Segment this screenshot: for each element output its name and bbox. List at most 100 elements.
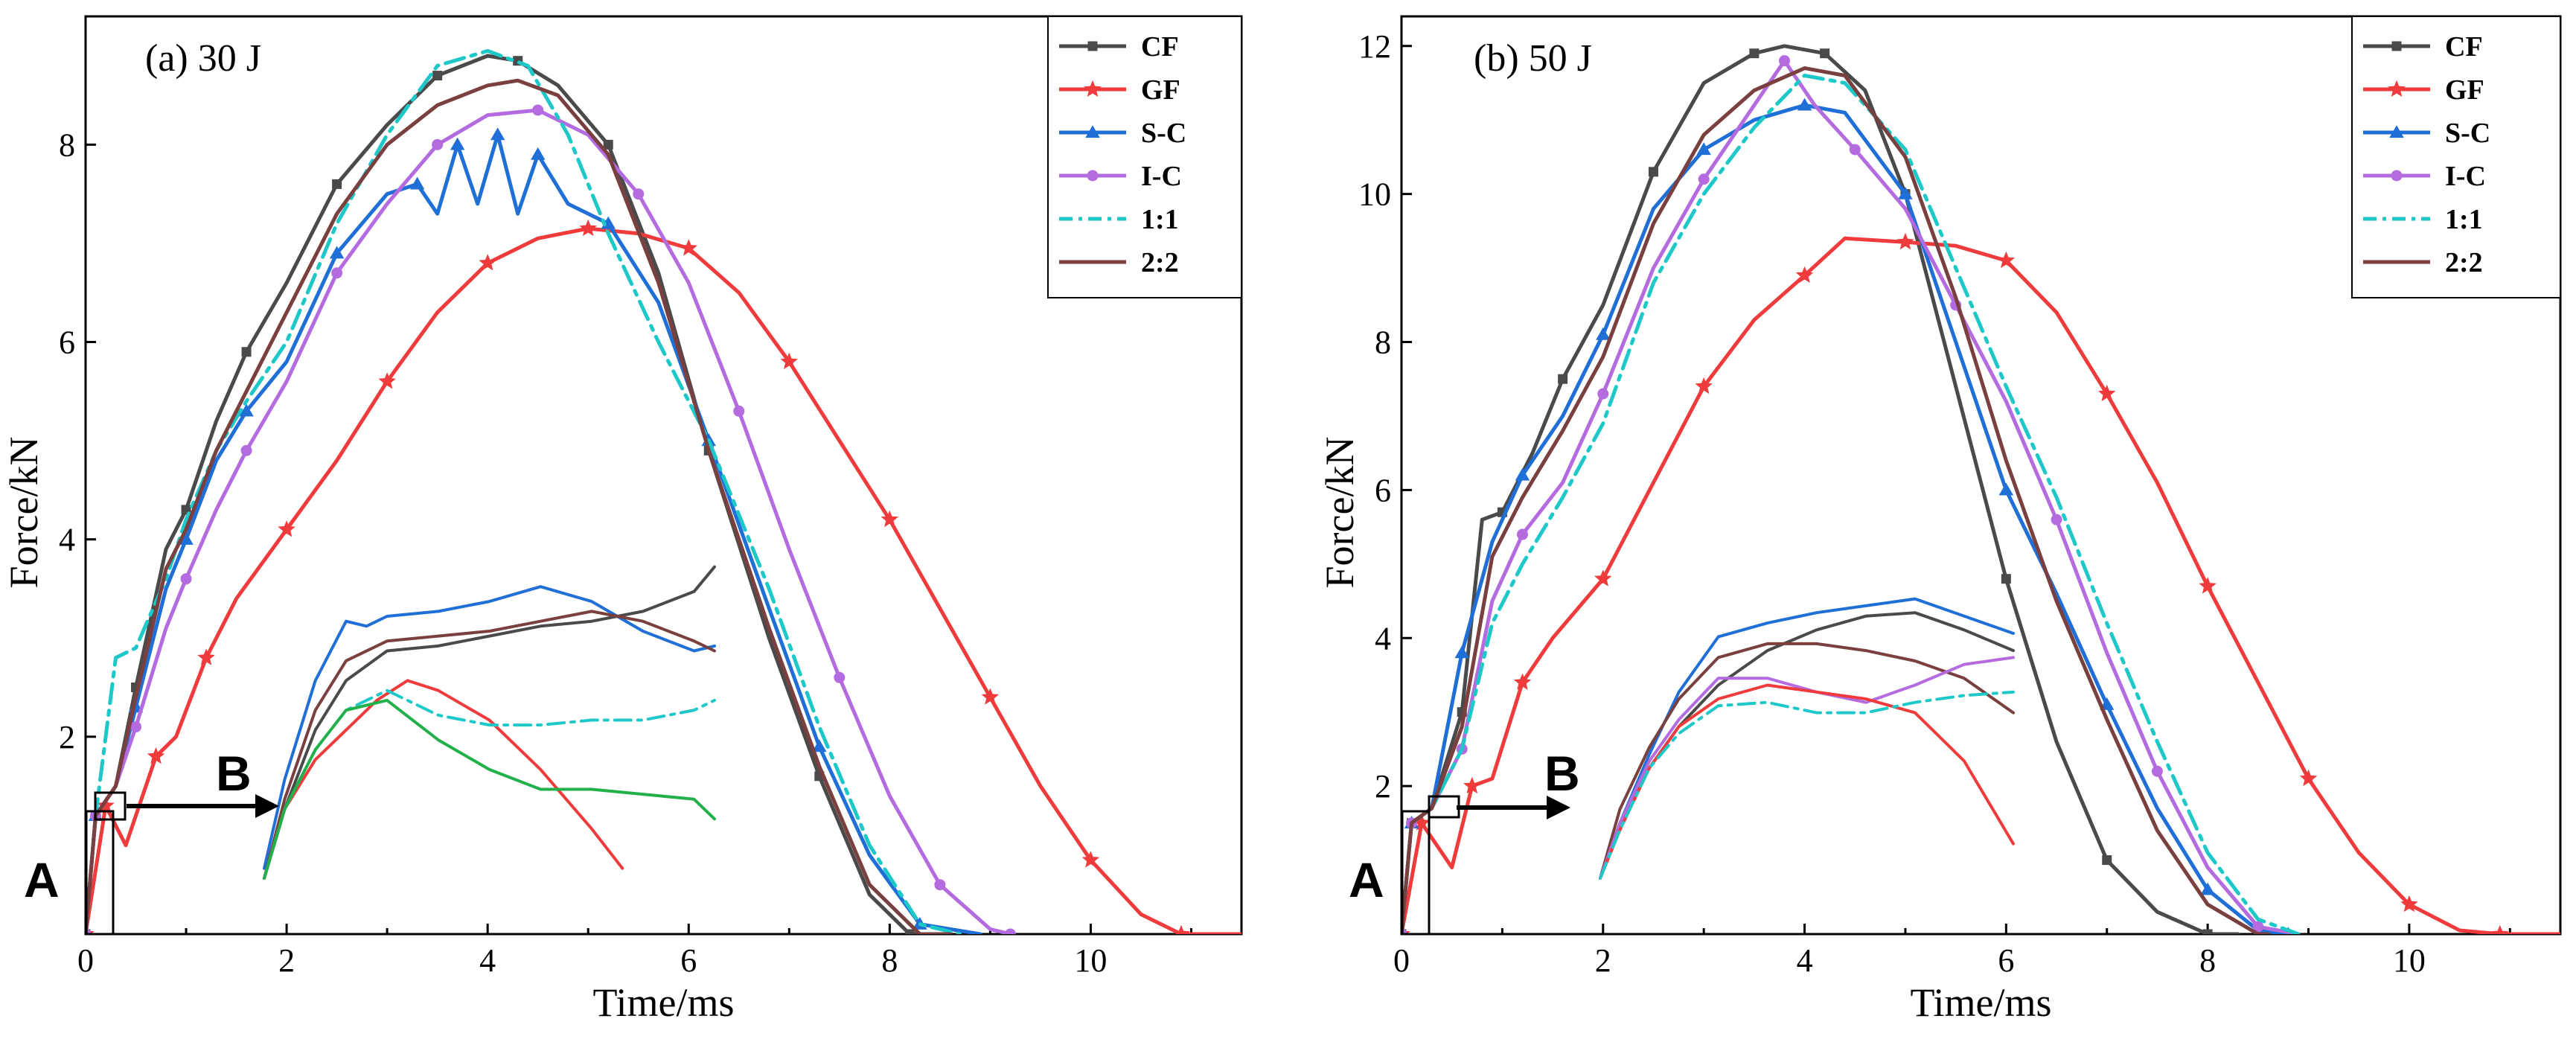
- inset-line-s-c: [1599, 597, 2015, 880]
- data-point-cf: [1558, 374, 1568, 384]
- data-point-s-c: [239, 403, 254, 417]
- data-point-gf: [2098, 384, 2116, 402]
- inset-line-cf: [263, 565, 716, 880]
- data-point-s-c: [490, 127, 505, 141]
- series-line-s-c: [1402, 103, 2290, 934]
- callout-a: A: [1349, 852, 1384, 907]
- data-point-i-c: [1778, 55, 1790, 67]
- data-point-i-c: [240, 444, 252, 456]
- inset-line-gf: [1599, 683, 2015, 880]
- x-tick-label: 6: [680, 942, 697, 979]
- data-point-cf: [603, 139, 613, 150]
- data-point-s-c: [530, 147, 546, 160]
- data-point-gf: [1172, 924, 1190, 934]
- inset-line-2-2: [263, 610, 716, 880]
- data-point-gf: [1513, 673, 1532, 690]
- x-tick-label: 2: [278, 942, 295, 979]
- legend-marker: [1087, 41, 1098, 51]
- data-point-s-c: [450, 137, 465, 150]
- x-tick-label: 10: [2393, 942, 2426, 979]
- data-point-i-c: [2051, 514, 2062, 525]
- y-axis-label: Force/kN: [1, 437, 46, 589]
- zoom-arrow-head: [1547, 796, 1570, 819]
- region-a-box: [1401, 810, 1431, 936]
- x-tick-label: 10: [1074, 942, 1107, 979]
- data-point-s-c: [1898, 186, 1913, 199]
- legend-label: GF: [1141, 74, 1180, 106]
- y-tick-label: 12: [1358, 28, 1391, 65]
- legend-label: GF: [2445, 74, 2484, 106]
- data-point-gf: [880, 510, 899, 528]
- data-point-i-c: [633, 188, 645, 200]
- data-point-i-c: [432, 138, 444, 150]
- y-tick-label: 6: [59, 325, 75, 361]
- legend-label: I-C: [2445, 161, 2486, 192]
- data-point-gf: [479, 254, 496, 271]
- data-point-cf: [1820, 48, 1830, 59]
- series-line-gf: [1402, 236, 2560, 934]
- data-point-s-c: [409, 176, 425, 190]
- inset-line-inset_extra: [263, 698, 716, 880]
- data-point-gf: [981, 688, 1000, 705]
- panel-title: (a) 30 J: [145, 37, 261, 80]
- legend-label: I-C: [1141, 161, 1182, 192]
- inset-line-s-c: [263, 585, 716, 870]
- series-line-s-c: [86, 132, 982, 934]
- legend-label: S-C: [1141, 118, 1186, 149]
- data-point-s-c: [1596, 327, 1611, 340]
- data-point-gf: [2400, 895, 2418, 912]
- y-tick-label: 4: [59, 522, 75, 558]
- legend-label: 1:1: [1141, 204, 1179, 235]
- inset-line-gf: [263, 679, 624, 880]
- series-line-gf: [86, 226, 1241, 934]
- inset-line-i-c: [1599, 656, 2015, 880]
- data-point-s-c: [329, 246, 345, 259]
- panel-a: 0 2 4 6 8 10 2 4 6 8 Time/ms Force/kN (a) 30 J B A CF GF…: [1, 15, 1243, 1025]
- y-tick-label: 2: [59, 719, 75, 755]
- data-point-cf: [432, 71, 443, 81]
- data-point-cf: [2102, 855, 2112, 866]
- legend-label: S-C: [2445, 118, 2490, 149]
- data-point-gf: [147, 747, 165, 764]
- legend-box: [1047, 16, 1242, 298]
- legend-label: 2:2: [1141, 247, 1179, 278]
- data-point-cf: [1749, 48, 1760, 59]
- data-point-gf: [1463, 776, 1481, 794]
- data-point-gf: [278, 520, 295, 537]
- callout-b: B: [216, 746, 252, 801]
- legend-box: [2351, 16, 2561, 298]
- data-point-i-c: [1597, 388, 1609, 400]
- legend-marker: [2389, 125, 2404, 138]
- region-b-box: [94, 791, 127, 821]
- data-point-gf: [1896, 232, 1914, 250]
- data-point-cf: [2001, 574, 2011, 584]
- legend-label: CF: [1141, 31, 1179, 63]
- data-point-cf: [904, 929, 915, 934]
- x-tick-label: 0: [1393, 942, 1410, 979]
- data-point-cf: [241, 347, 252, 357]
- legend-marker: [2388, 80, 2406, 97]
- legend-marker: [1085, 125, 1100, 138]
- data-point-gf: [1594, 569, 1612, 586]
- zoom-arrow-head: [255, 794, 279, 818]
- data-point-s-c: [1998, 482, 2014, 496]
- panel-b: 0 2 4 6 8 10 2 4 6 8 10 12 Time/ms Force/kN (b) 50 J B A…: [1317, 15, 2562, 1025]
- series-line-2-2: [86, 78, 952, 934]
- data-point-i-c: [130, 721, 142, 733]
- data-point-s-c: [812, 739, 827, 752]
- legend-label: CF: [2445, 31, 2483, 63]
- data-point-s-c: [1454, 645, 1469, 659]
- legend: CF GF S-C I-C 1:1 2:2: [1047, 16, 1242, 298]
- inset-line-2-2: [1599, 642, 2015, 880]
- y-tick-label: 8: [59, 127, 75, 163]
- data-point-gf: [1695, 377, 1713, 394]
- data-point-i-c: [2252, 921, 2264, 933]
- data-point-i-c: [1698, 173, 1710, 185]
- region-a-box: [85, 810, 115, 936]
- series-group: [86, 48, 1241, 934]
- data-point-s-c: [1797, 98, 1812, 111]
- y-tick-label: 4: [1375, 620, 1391, 656]
- x-axis-label: Time/ms: [592, 980, 734, 1025]
- data-point-gf: [2491, 924, 2509, 934]
